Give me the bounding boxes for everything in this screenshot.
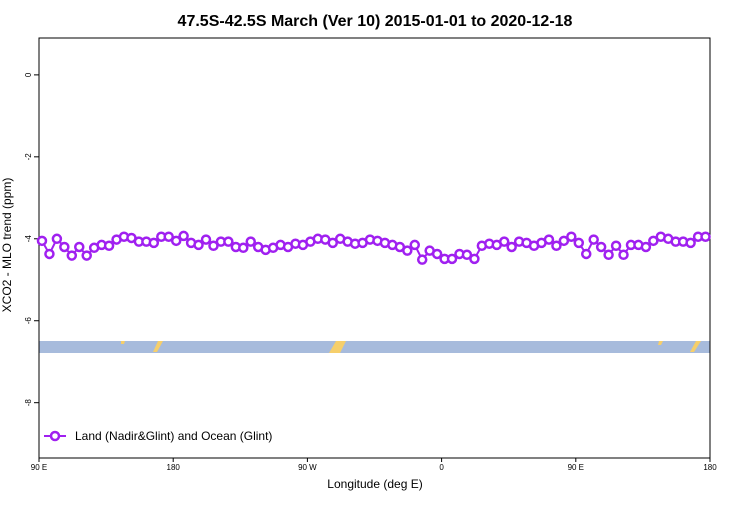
x-tick-label: 90 W xyxy=(298,463,317,472)
data-point xyxy=(588,234,599,245)
data-point xyxy=(208,240,219,251)
data-point xyxy=(431,248,443,260)
legend-marker xyxy=(49,430,61,442)
data-point xyxy=(580,248,592,260)
y-tick-label: -6 xyxy=(24,317,33,325)
data-point xyxy=(36,235,48,247)
land-patch xyxy=(153,341,163,352)
data-point xyxy=(51,233,63,245)
plot-frame xyxy=(38,37,711,459)
x-axis-label: Longitude (deg E) xyxy=(327,477,422,491)
data-point xyxy=(558,235,570,247)
land-patch xyxy=(658,341,663,345)
data-point xyxy=(700,231,711,242)
y-tick-label: -2 xyxy=(24,153,33,161)
x-tick-label: 90 E xyxy=(568,463,584,472)
data-point xyxy=(223,236,234,247)
data-point xyxy=(148,237,160,249)
y-tick-label: -4 xyxy=(24,235,33,243)
surface-band xyxy=(39,341,710,353)
data-point xyxy=(595,241,607,253)
data-point xyxy=(469,253,480,265)
land-patch xyxy=(690,341,701,352)
ocean-band xyxy=(39,341,710,353)
data-point xyxy=(685,237,696,249)
data-point xyxy=(416,254,428,265)
data-point xyxy=(506,241,517,253)
data-point xyxy=(551,240,562,251)
data-point xyxy=(543,234,555,245)
data-point xyxy=(44,248,55,260)
data-point xyxy=(640,241,652,253)
land-patch xyxy=(329,341,346,353)
data-point xyxy=(81,250,92,261)
data-point xyxy=(327,237,338,249)
x-tick-label: 180 xyxy=(703,463,717,472)
data-point xyxy=(238,242,249,254)
data-point xyxy=(409,239,421,251)
x-tick-label: 90 E xyxy=(31,463,47,472)
land-patch xyxy=(121,341,125,344)
data-point xyxy=(170,235,182,247)
x-tick-label: 0 xyxy=(439,463,444,472)
x-tick-label: 180 xyxy=(167,463,181,472)
data-point xyxy=(163,231,174,242)
legend-label: Land (Nadir&Glint) and Ocean (Glint) xyxy=(75,429,272,443)
data-point xyxy=(193,239,204,251)
data-point xyxy=(200,234,212,245)
data-point xyxy=(66,250,78,261)
y-axis-label: XCO2 - MLO trend (ppm) xyxy=(0,178,14,313)
data-point xyxy=(59,241,70,253)
chart-title: 47.5S-42.5S March (Ver 10) 2015-01-01 to… xyxy=(178,13,573,30)
data-point xyxy=(610,240,622,251)
data-point xyxy=(573,237,585,249)
data-point xyxy=(245,236,256,247)
y-tick-label: -8 xyxy=(24,399,33,407)
data-point xyxy=(603,249,614,261)
data-point xyxy=(103,240,115,251)
data-point xyxy=(566,231,577,242)
data-point xyxy=(648,235,659,247)
data-point xyxy=(74,241,85,253)
data-point xyxy=(461,249,473,261)
data-point xyxy=(498,236,510,247)
data-point xyxy=(402,245,413,256)
data-point xyxy=(618,249,629,261)
y-tick-label: 0 xyxy=(24,72,33,77)
data-point xyxy=(178,230,189,242)
data-point xyxy=(446,253,458,265)
